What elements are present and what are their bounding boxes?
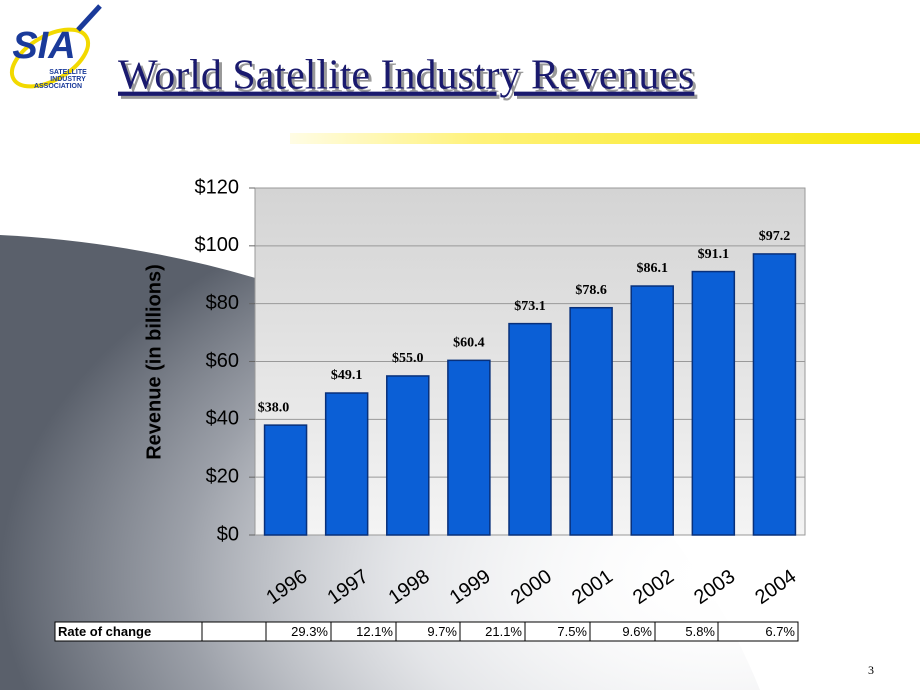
bar <box>508 322 552 536</box>
logo-text: INDUSTRY <box>50 76 86 83</box>
logo-mark: SIA <box>12 25 75 67</box>
bar <box>324 392 369 536</box>
bar <box>691 270 736 536</box>
value-label: $73.1 <box>514 299 546 314</box>
page-number: 3 <box>868 663 874 677</box>
value-label: $38.0 <box>258 400 290 415</box>
title-shadow: World Satellite Industry Revenues <box>121 56 697 102</box>
accent-bar <box>290 133 920 144</box>
table-value: 9.6% <box>622 624 652 639</box>
bar <box>752 253 797 536</box>
logo-orbit <box>10 27 90 89</box>
value-label: $91.1 <box>698 247 730 262</box>
table-cell <box>717 621 799 642</box>
table-value: 29.3% <box>291 624 328 639</box>
value-label: $55.0 <box>392 351 424 366</box>
logo-satellite <box>76 4 102 32</box>
logo: SIA SATELLITE INDUSTRY ASSOCIATION <box>10 4 102 90</box>
table-value: 6.7% <box>765 624 795 639</box>
y-tick-label: $120 <box>195 176 240 198</box>
y-tick-label: $100 <box>195 234 240 256</box>
y-tick-label: $60 <box>206 350 239 372</box>
table-value: 5.8% <box>685 624 715 639</box>
value-label: $97.2 <box>759 229 791 244</box>
rate-table: Rate of change 29.3% 12.1% 9.7% 21.1% 7.5% 9.6… <box>54 621 799 642</box>
value-label: $86.1 <box>636 261 668 276</box>
table-value: 9.7% <box>427 624 457 639</box>
value-label: $60.4 <box>453 336 485 351</box>
y-tick-label: $80 <box>206 292 239 314</box>
logo-text: SATELLITE <box>49 69 87 76</box>
chart-title: World Satellite Industry Revenues <box>118 53 694 99</box>
bar <box>630 285 674 536</box>
logo-text: ASSOCIATION <box>34 83 82 90</box>
bar <box>263 424 308 536</box>
table-value: 7.5% <box>557 624 587 639</box>
y-tick-label: $0 <box>217 523 239 545</box>
table-value: 12.1% <box>356 624 393 639</box>
y-axis-label: Revenue (in billions) <box>143 264 165 460</box>
table-cell <box>201 621 267 642</box>
value-label: $49.1 <box>331 368 363 383</box>
y-tick-label: $20 <box>206 465 239 487</box>
bar <box>569 306 613 536</box>
bar <box>447 359 491 536</box>
value-label: $78.6 <box>575 283 607 298</box>
y-tick-label: $40 <box>206 408 239 430</box>
table-label: Rate of change <box>58 624 151 639</box>
bar <box>386 375 430 536</box>
table-value: 21.1% <box>485 624 522 639</box>
